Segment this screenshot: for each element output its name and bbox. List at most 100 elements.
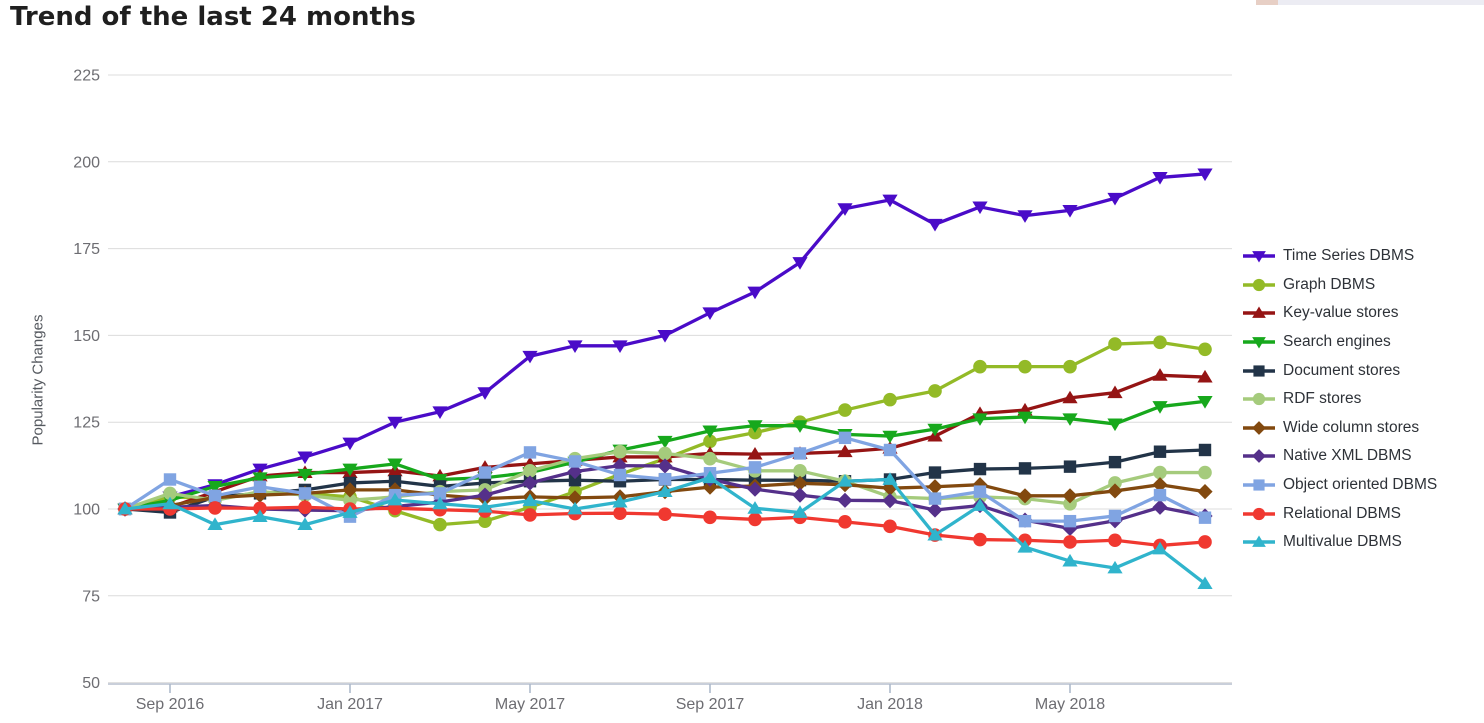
legend-marker-search-engines-icon bbox=[1243, 337, 1275, 349]
circle-icon bbox=[1252, 278, 1266, 292]
square-marker bbox=[928, 492, 942, 505]
circle-marker bbox=[208, 501, 222, 515]
circle-marker bbox=[703, 510, 717, 525]
triangle-up-marker bbox=[1062, 390, 1078, 404]
series-object-oriented-dbms[interactable] bbox=[118, 431, 1212, 528]
diamond-marker bbox=[882, 493, 898, 509]
diamond-marker bbox=[837, 492, 853, 508]
triangle-down-marker bbox=[1017, 210, 1033, 223]
circle-marker bbox=[523, 508, 537, 522]
legend-item-rdf-stores[interactable]: RDF stores bbox=[1243, 385, 1437, 414]
triangle-up-marker bbox=[792, 505, 808, 518]
legend-item-multivalue-dbms[interactable]: Multivalue DBMS bbox=[1243, 528, 1437, 557]
circle-marker bbox=[883, 392, 897, 407]
circle-icon bbox=[1252, 507, 1266, 520]
legend-label: Time Series DBMS bbox=[1283, 247, 1415, 265]
legend-item-object-oriented-dbms[interactable]: Object oriented DBMS bbox=[1243, 471, 1437, 500]
triangle-up-marker bbox=[1152, 368, 1168, 381]
triangle-down-marker bbox=[1152, 172, 1168, 185]
circle-marker bbox=[1153, 335, 1167, 350]
legend-item-native-xml-dbms[interactable]: Native XML DBMS bbox=[1243, 442, 1437, 471]
triangle-up-marker bbox=[207, 517, 223, 531]
legend-item-relational-dbms[interactable]: Relational DBMS bbox=[1243, 499, 1437, 528]
diamond-marker bbox=[747, 481, 763, 497]
legend-label: Document stores bbox=[1283, 361, 1401, 379]
series-multivalue-dbms[interactable] bbox=[117, 470, 1213, 590]
square-marker bbox=[433, 487, 447, 500]
circle-marker bbox=[928, 384, 942, 398]
circle-marker bbox=[253, 501, 267, 516]
circle-marker bbox=[703, 451, 717, 466]
diamond-marker bbox=[1062, 520, 1078, 537]
square-marker bbox=[1063, 514, 1077, 528]
x-tick-label-jan-2017: Jan 2017 bbox=[317, 696, 383, 713]
triangle-down-marker bbox=[747, 286, 763, 300]
legend-marker-multivalue-dbms-icon bbox=[1243, 535, 1275, 548]
y-tick-label-200: 200 bbox=[73, 154, 100, 171]
triangle-up-marker bbox=[1197, 576, 1213, 590]
diamond-marker bbox=[1152, 477, 1168, 493]
legend-item-search-engines[interactable]: Search engines bbox=[1243, 328, 1437, 357]
circle-marker bbox=[748, 512, 762, 527]
triangle-up-marker bbox=[297, 517, 313, 531]
triangle-up-marker bbox=[837, 444, 853, 458]
circle-marker bbox=[478, 514, 492, 528]
triangle-down-icon bbox=[1252, 251, 1266, 263]
legend-item-key-value-stores[interactable]: Key-value stores bbox=[1243, 299, 1437, 328]
legend-item-document-stores[interactable]: Document stores bbox=[1243, 356, 1437, 385]
triangle-down-marker bbox=[1152, 401, 1168, 414]
legend-item-time-series-dbms[interactable]: Time Series DBMS bbox=[1243, 242, 1437, 271]
triangle-down-marker bbox=[1107, 192, 1123, 206]
triangle-down-icon bbox=[1252, 337, 1266, 349]
circle-marker bbox=[1153, 465, 1167, 480]
square-marker bbox=[523, 446, 537, 459]
triangle-down-marker bbox=[612, 340, 628, 354]
square-icon bbox=[1253, 479, 1265, 491]
triangle-down-marker bbox=[297, 451, 313, 465]
triangle-down-marker bbox=[432, 406, 448, 419]
legend-item-wide-column-stores[interactable]: Wide column stores bbox=[1243, 414, 1437, 443]
square-marker bbox=[1153, 445, 1167, 458]
diamond-marker bbox=[927, 502, 943, 518]
circle-marker bbox=[1063, 535, 1077, 549]
circle-marker bbox=[658, 446, 672, 461]
triangle-up-marker bbox=[342, 505, 358, 518]
triangle-up-marker bbox=[252, 509, 268, 523]
diamond-marker bbox=[1062, 488, 1078, 504]
legend-label: Object oriented DBMS bbox=[1283, 476, 1438, 494]
legend-item-graph-dbms[interactable]: Graph DBMS bbox=[1243, 271, 1437, 300]
square-marker bbox=[1063, 460, 1077, 473]
y-tick-label-50: 50 bbox=[82, 675, 100, 692]
x-tick-label-sep-2017: Sep 2017 bbox=[676, 696, 745, 713]
triangle-down-marker bbox=[207, 481, 223, 494]
legend-marker-key-value-stores-icon bbox=[1243, 307, 1275, 319]
triangle-up-icon bbox=[1252, 535, 1266, 548]
square-marker bbox=[253, 480, 267, 493]
triangle-up-marker bbox=[657, 484, 673, 498]
series-relational-dbms[interactable] bbox=[118, 500, 1212, 553]
triangle-down-marker bbox=[927, 218, 943, 232]
triangle-down-marker bbox=[747, 420, 763, 433]
triangle-down-marker bbox=[792, 257, 808, 270]
y-tick-label-150: 150 bbox=[73, 328, 100, 345]
triangle-up-marker bbox=[747, 446, 763, 460]
y-tick-label-100: 100 bbox=[73, 502, 100, 519]
y-tick-label-125: 125 bbox=[73, 415, 100, 432]
legend-label: Relational DBMS bbox=[1283, 504, 1402, 522]
triangle-down-marker bbox=[837, 203, 853, 216]
triangle-up-marker bbox=[1107, 385, 1123, 399]
triangle-down-marker bbox=[1107, 418, 1123, 432]
triangle-up-marker bbox=[882, 472, 898, 485]
diamond-icon bbox=[1252, 449, 1266, 464]
triangle-up-marker bbox=[522, 493, 538, 507]
circle-marker bbox=[838, 403, 852, 417]
circle-marker bbox=[433, 517, 447, 532]
diamond-marker bbox=[657, 458, 673, 474]
triangle-down-marker bbox=[927, 423, 943, 437]
square-marker bbox=[1108, 509, 1122, 523]
square-marker bbox=[1018, 514, 1032, 528]
square-marker bbox=[883, 443, 897, 457]
diamond-marker bbox=[1197, 484, 1213, 500]
triangle-down-marker bbox=[387, 416, 403, 430]
